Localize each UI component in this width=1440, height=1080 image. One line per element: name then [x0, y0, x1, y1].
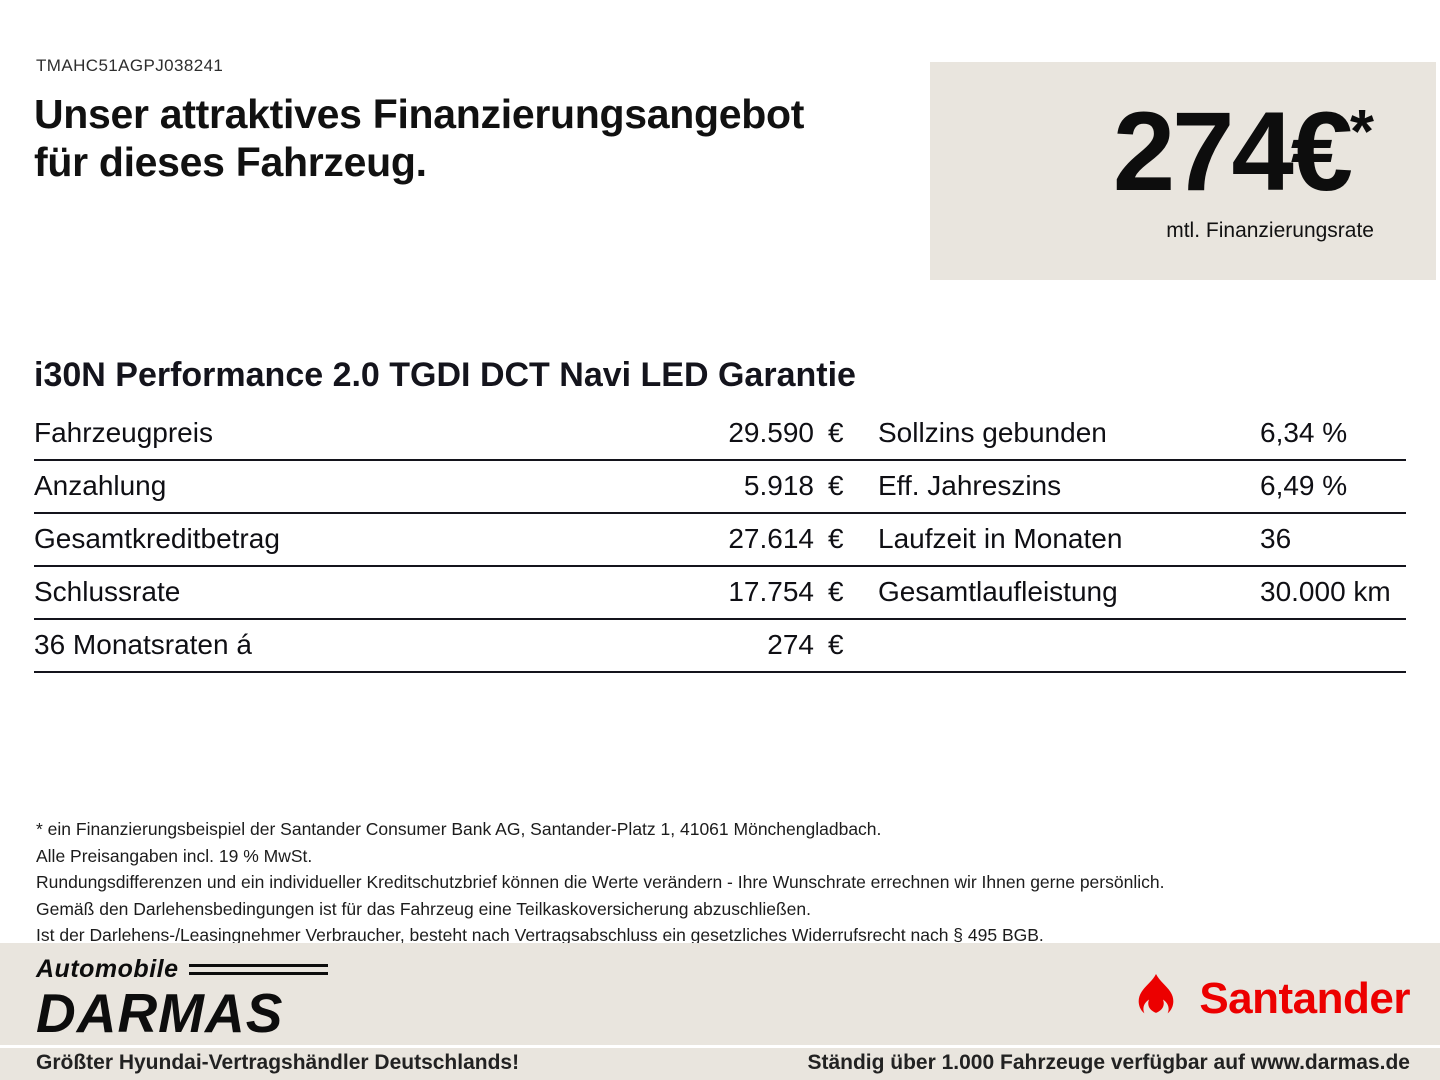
santander-logo-text: Santander: [1199, 973, 1410, 1023]
row-value: 27.614: [728, 523, 814, 554]
disclaimer-line: Alle Preisangaben incl. 19 % MwSt.: [36, 845, 313, 866]
table-row: Fahrzeugpreis 29.590 € Sollzins gebunden…: [34, 408, 1406, 461]
footer: Automobile DARMAS Santander Größter Hyun…: [0, 943, 1440, 1080]
row-unit: €: [828, 470, 844, 501]
santander-flame-icon: [1127, 971, 1185, 1026]
footer-divider: [0, 1045, 1440, 1048]
darmas-logo-top-text: Automobile: [36, 955, 179, 983]
row-label: Eff. Jahreszins: [878, 470, 1062, 501]
row-label: Sollzins gebunden: [878, 417, 1107, 448]
row-label: Anzahlung: [34, 470, 167, 501]
vehicle-title: i30N Performance 2.0 TGDI DCT Navi LED G…: [34, 356, 856, 394]
monthly-rate-label: mtl. Finanzierungsrate: [1166, 219, 1374, 243]
row-unit: €: [828, 629, 844, 660]
disclaimer: * ein Finanzierungsbeispiel der Santande…: [36, 816, 1376, 949]
rate-amount: 274€: [1112, 88, 1353, 214]
monthly-rate-value: 274€*: [1113, 95, 1374, 207]
darmas-logo-lines: [188, 964, 328, 975]
disclaimer-line: Ist der Darlehens-/Leasingnehmer Verbrau…: [36, 925, 1044, 946]
row-label: Laufzeit in Monaten: [878, 523, 1123, 554]
table-row: Gesamtkreditbetrag 27.614 € Laufzeit in …: [34, 514, 1406, 567]
row-value: 6,49 %: [1260, 470, 1348, 501]
row-label: Fahrzeugpreis: [34, 417, 213, 448]
row-unit: €: [828, 576, 844, 607]
vehicle-vin: TMAHC51AGPJ038241: [36, 56, 224, 75]
row-label: Gesamtlaufleistung: [878, 576, 1118, 607]
row-value: 30.000 km: [1260, 576, 1391, 607]
row-value: 274: [767, 629, 814, 660]
row-value: 17.754: [728, 576, 814, 607]
disclaimer-line: * ein Finanzierungsbeispiel der Santande…: [36, 819, 882, 839]
footer-claim-right: Ständig über 1.000 Fahrzeuge verfügbar a…: [807, 1051, 1410, 1074]
row-label: Schlussrate: [34, 576, 181, 607]
table-row: 36 Monatsraten á 274 €: [34, 620, 1406, 673]
row-value: 5.918: [743, 470, 814, 501]
disclaimer-line: Rundungsdifferenzen und ein individuelle…: [36, 872, 1165, 893]
santander-logo: Santander: [1127, 971, 1410, 1026]
footer-bottom-bar: Größter Hyundai-Vertragshändler Deutschl…: [36, 1051, 1410, 1075]
finance-table: Fahrzeugpreis 29.590 € Sollzins gebunden…: [34, 408, 1406, 673]
row-value: 36: [1260, 523, 1292, 554]
disclaimer-line: Gemäß den Darlehensbedingungen ist für d…: [36, 898, 811, 919]
table-row: Anzahlung 5.918 € Eff. Jahreszins 6,49 %: [34, 461, 1406, 514]
row-unit: €: [828, 523, 844, 554]
darmas-logo-main-text: DARMAS: [36, 982, 284, 1044]
row-value: 6,34 %: [1260, 417, 1348, 448]
row-value: 29.590: [728, 417, 814, 448]
darmas-logo: Automobile DARMAS: [36, 955, 328, 1041]
page-title: Unser attraktives Finanzierungsangebot f…: [34, 91, 805, 186]
footer-claim-left: Größter Hyundai-Vertragshändler Deutschl…: [36, 1051, 520, 1074]
table-row: Schlussrate 17.754 € Gesamtlaufleistung …: [34, 567, 1406, 620]
row-unit: €: [828, 417, 844, 448]
row-label: Gesamtkreditbetrag: [34, 523, 280, 554]
row-label: 36 Monatsraten á: [34, 629, 252, 660]
monthly-rate-box: 274€* mtl. Finanzierungsrate: [930, 62, 1436, 280]
rate-asterisk: *: [1350, 96, 1374, 166]
